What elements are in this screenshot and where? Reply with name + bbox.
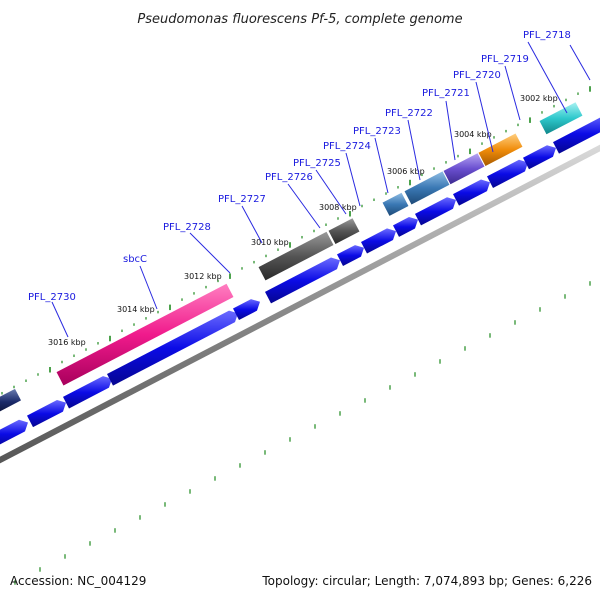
label-leader-line: [527, 41, 568, 114]
label-leader-lines: [51, 41, 591, 338]
cds-arrow: [233, 299, 260, 321]
gene-label[interactable]: PFL_2728: [163, 222, 211, 233]
kbp-label: 3002 kbp: [520, 94, 558, 103]
cds-arrow: [361, 228, 396, 254]
cds-arrow: [415, 197, 456, 226]
backbone-line: [0, 144, 600, 464]
cds-arrow: [337, 245, 364, 266]
kbp-label: 3012 kbp: [184, 272, 222, 281]
position-labels: 3016 kbp 3014 kbp 3012 kbp 3010 kbp 3008…: [48, 94, 558, 347]
cds-arrow: [0, 419, 28, 445]
label-leader-line: [139, 265, 158, 310]
gene-label[interactable]: PFL_2726: [265, 172, 313, 183]
label-leader-line: [51, 301, 69, 338]
label-leader-line: [445, 100, 456, 161]
cds-arrow: [393, 216, 418, 237]
gene-label[interactable]: PFL_2719: [481, 54, 529, 65]
kbp-label: 3008 kbp: [319, 203, 357, 212]
gene-features: [0, 102, 600, 445]
genome-stats-text: Topology: circular; Length: 7,074,893 bp…: [261, 574, 592, 588]
label-leader-line: [407, 119, 421, 181]
cds-arrow: [27, 400, 66, 428]
label-leader-line: [374, 137, 389, 194]
cds-arrow: [523, 145, 556, 170]
kbp-label: 3016 kbp: [48, 338, 86, 347]
gene-label[interactable]: PFL_2727: [218, 194, 266, 205]
cds-arrow: [453, 179, 490, 206]
cds-arrow: [553, 117, 600, 154]
gene-label[interactable]: PFL_2720: [453, 70, 501, 81]
gene-label[interactable]: PFL_2725: [293, 158, 341, 169]
gene-feature: [404, 171, 450, 205]
gene-feature: [328, 218, 360, 245]
cds-arrow: [265, 257, 340, 304]
gene-label[interactable]: PFL_2730: [28, 292, 76, 303]
label-leader-line: [569, 44, 591, 81]
kbp-label: 3006 kbp: [387, 167, 425, 176]
gene-feature: [0, 388, 21, 412]
gene-label[interactable]: PFL_2718: [523, 30, 571, 41]
label-leader-line: [315, 169, 347, 215]
label-leader-line: [475, 81, 494, 153]
label-leader-line: [345, 152, 361, 207]
kbp-label: 3004 kbp: [454, 130, 492, 139]
label-leader-line: [241, 205, 263, 244]
label-leader-line: [504, 65, 521, 121]
gene-feature: [56, 283, 234, 386]
gene-feature: [258, 231, 334, 281]
gene-label[interactable]: PFL_2724: [323, 141, 371, 152]
kbp-label: 3014 kbp: [117, 305, 155, 314]
label-leader-line: [189, 232, 231, 274]
cds-arrow: [107, 310, 238, 386]
accession-text: Accession: NC_004129: [10, 574, 146, 588]
gene-labels: PFL_2730 sbcC PFL_2728 PFL_2727 PFL_2726…: [28, 30, 571, 303]
cds-arrow: [487, 159, 528, 188]
map-title: Pseudomonas fluorescens Pf-5, complete g…: [137, 12, 462, 27]
tick-marks: [1, 86, 591, 585]
label-leader-line: [287, 183, 321, 229]
gene-feature: [382, 192, 409, 216]
gene-label[interactable]: PFL_2721: [422, 88, 470, 99]
gene-feature: [478, 133, 523, 167]
gene-label[interactable]: PFL_2723: [353, 126, 401, 137]
gene-feature: [539, 102, 583, 135]
kbp-label: 3010 kbp: [251, 238, 289, 247]
cds-arrow: [63, 376, 112, 409]
genome-backbone: [0, 144, 600, 464]
gene-label[interactable]: PFL_2722: [385, 108, 433, 119]
gene-feature: [443, 153, 485, 185]
gene-label[interactable]: sbcC: [123, 254, 147, 265]
